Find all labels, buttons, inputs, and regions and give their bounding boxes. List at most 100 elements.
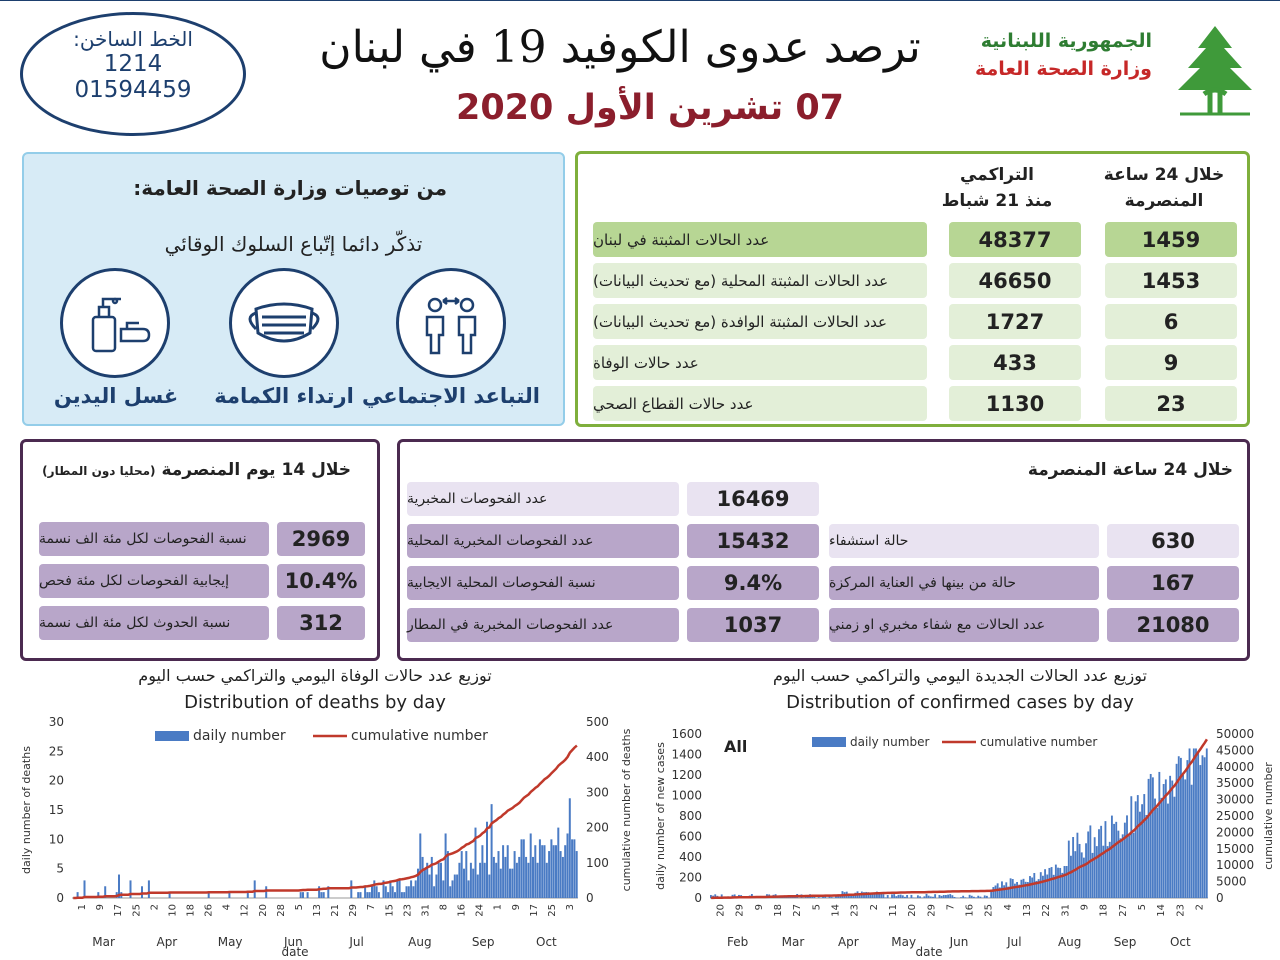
daily-bar [1156, 807, 1159, 898]
p24-right-label: عدد الفحوصات المخبرية في المطار [407, 608, 679, 642]
daily-bar [364, 886, 367, 898]
ministry-name: الجمهورية اللبنانية وزارة الصحة العامة [940, 30, 1152, 80]
daily-bar [873, 892, 876, 898]
hotline-number-1: 1214 [103, 51, 163, 77]
daily-bar [1121, 834, 1124, 898]
daily-bar [912, 897, 915, 898]
daily-bar [1065, 866, 1068, 898]
daily-bar [403, 892, 406, 898]
daily-bar [426, 862, 429, 898]
daily-bar [561, 856, 564, 898]
daily-bar [886, 895, 889, 898]
daily-bar [1115, 821, 1118, 898]
daily-bar [878, 894, 881, 898]
daily-bar [430, 856, 433, 898]
day-tick-label: 3 [565, 904, 576, 910]
y2-tick-label: 35000 [1216, 776, 1254, 790]
y2-tick-label: 0 [586, 891, 594, 905]
ministry-label: وزارة الصحة العامة [974, 58, 1152, 80]
daily-bar [451, 880, 454, 898]
month-label: Jul [348, 935, 363, 949]
chart-subset-label: All [724, 737, 747, 756]
daily-bar [534, 845, 537, 898]
daily-bar [1029, 876, 1031, 898]
y2-tick-label: 10000 [1216, 858, 1254, 872]
month-label: Apr [838, 935, 859, 949]
day-tick-label: 2 [149, 904, 160, 910]
month-label: Sep [472, 935, 495, 949]
daily-bar [1108, 841, 1111, 898]
daily-bar [871, 892, 874, 898]
daily-bar [927, 895, 930, 898]
stat-cumulative-value: 48377 [949, 222, 1081, 257]
day-tick-label: 9 [511, 904, 522, 910]
daily-bar [1117, 830, 1120, 898]
daily-bar [486, 821, 488, 898]
daily-bar [1182, 775, 1184, 898]
daily-bar [458, 862, 461, 898]
y-tick-label: 1400 [671, 748, 702, 762]
daily-bar [970, 895, 973, 898]
day-tick-label: 25 [131, 904, 142, 917]
daily-bar [368, 892, 371, 898]
month-label: May [218, 935, 243, 949]
daily-bar [559, 851, 562, 898]
daily-bar [1035, 880, 1038, 898]
daily-bar [467, 880, 470, 898]
daily-bar [465, 851, 468, 898]
daily-bar [1126, 815, 1128, 898]
month-label: Mar [782, 935, 805, 949]
day-tick-label: 5 [294, 904, 305, 910]
y-tick-label: 25 [49, 744, 64, 758]
daily-bar [1154, 798, 1156, 898]
daily-bar [421, 856, 424, 898]
daily-bar [1184, 779, 1187, 898]
y2-tick-label: 500 [586, 715, 609, 729]
day-tick-label: 22 [1041, 904, 1052, 917]
daily-bar [550, 839, 553, 898]
daily-bar [327, 886, 330, 898]
daily-bar [929, 896, 932, 898]
daily-bar [968, 894, 971, 898]
daily-bar [564, 845, 567, 898]
fourteen-day-panel: خلال 14 يوم المنصرمة (محليا دون المطار) … [20, 439, 380, 661]
daily-bar [460, 851, 463, 898]
stat-24h-value: 6 [1105, 304, 1237, 339]
y2-tick-label: 15000 [1216, 842, 1254, 856]
daily-bar [168, 892, 171, 898]
y2-axis-label: cumulative number of deaths [620, 728, 633, 891]
p24-left-label: عدد الحالات مع شفاء مخبري او زمني [829, 608, 1099, 642]
daily-bar [1033, 872, 1036, 898]
daily-bar [1197, 752, 1200, 898]
daily-bar [932, 896, 934, 898]
daily-bar [1164, 779, 1167, 898]
month-label: Sep [1114, 935, 1137, 949]
daily-bar [515, 862, 518, 898]
daily-bar [228, 892, 231, 898]
daily-bar [538, 839, 541, 898]
daily-bar [1070, 855, 1072, 898]
daily-bar [1104, 821, 1107, 898]
daily-bar [1059, 867, 1062, 898]
stat-cumulative-value: 433 [949, 345, 1081, 380]
month-label: Jun [283, 935, 303, 949]
stat-24h-value: 9 [1105, 345, 1237, 380]
daily-bar [1205, 748, 1208, 898]
daily-bar [1003, 885, 1006, 898]
y2-tick-label: 50000 [1216, 727, 1254, 741]
daily-bar [299, 892, 302, 898]
daily-bar [506, 845, 509, 898]
daily-bar [1063, 866, 1066, 898]
p24-right-value: 1037 [687, 608, 819, 642]
day-tick-label: 29 [926, 904, 937, 917]
daily-bar [253, 880, 256, 898]
day-tick-label: 29 [735, 904, 746, 917]
daily-bar [867, 892, 870, 898]
stat-24h-value: 23 [1105, 386, 1237, 421]
daily-bar [1078, 843, 1081, 898]
daily-bar [350, 880, 353, 898]
daily-bar [992, 887, 995, 898]
daily-bar [532, 856, 534, 898]
y-tick-label: 15 [49, 803, 64, 817]
month-label: Mar [92, 935, 115, 949]
